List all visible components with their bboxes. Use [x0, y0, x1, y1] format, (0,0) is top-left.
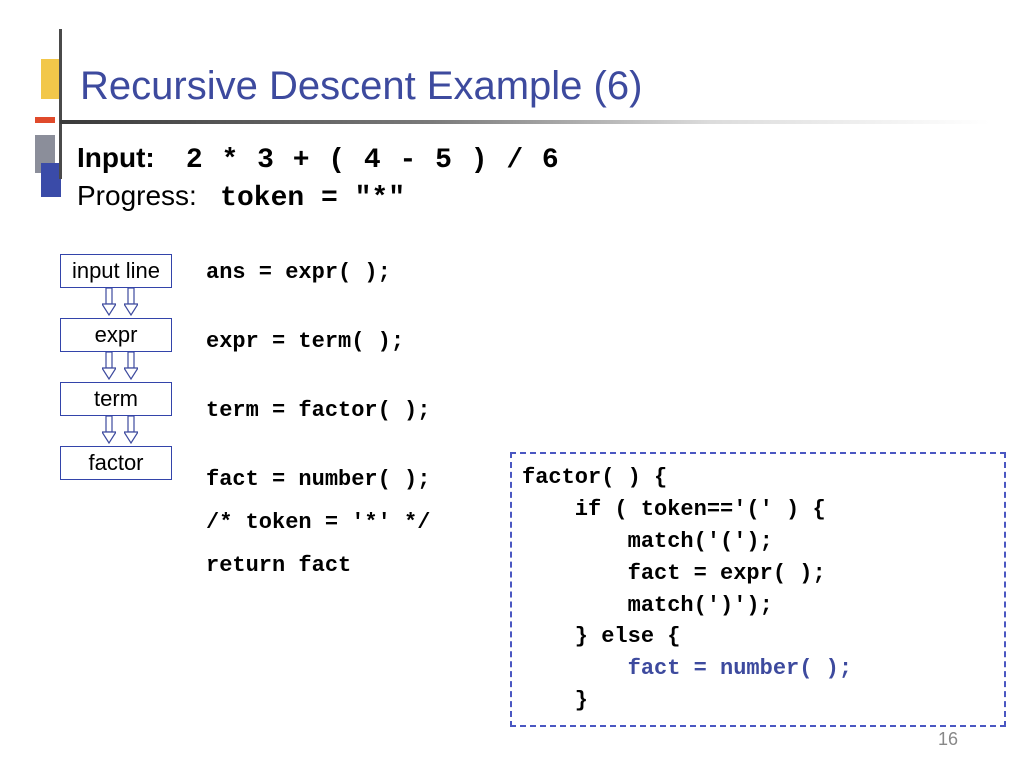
- input-value: 2 * 3 + ( 4 - 5 ) / 6: [186, 145, 560, 176]
- trace-line: fact = number( );: [206, 467, 430, 492]
- trace-line: expr = term( );: [206, 329, 430, 354]
- progress-line: Progress: token = "*": [77, 180, 405, 214]
- trace-line: /* token = '*' */: [206, 510, 430, 535]
- flow-arrow-icon: [60, 416, 180, 446]
- input-line: Input: 2 * 3 + ( 4 - 5 ) / 6: [77, 142, 560, 176]
- flow-box: expr: [60, 318, 172, 352]
- flow-box: factor: [60, 446, 172, 480]
- code-box: factor( ) { if ( token=='(' ) { match('(…: [510, 452, 1006, 727]
- call-flow: input line expr term factor: [60, 254, 180, 480]
- trace-line: return fact: [206, 553, 430, 578]
- progress-label: Progress:: [77, 180, 197, 211]
- slide-ornament: [35, 29, 77, 179]
- trace-column: ans = expr( ); expr = term( ); term = fa…: [206, 260, 430, 622]
- trace-line: term = factor( );: [206, 398, 430, 423]
- title-rule: [60, 120, 990, 124]
- page-number: 16: [938, 729, 958, 750]
- input-label: Input:: [77, 142, 155, 173]
- flow-box: term: [60, 382, 172, 416]
- flow-box: input line: [60, 254, 172, 288]
- trace-line: ans = expr( );: [206, 260, 430, 285]
- slide-title: Recursive Descent Example (6): [80, 64, 642, 109]
- progress-value: token = "*": [220, 183, 405, 214]
- flow-arrow-icon: [60, 288, 180, 318]
- flow-arrow-icon: [60, 352, 180, 382]
